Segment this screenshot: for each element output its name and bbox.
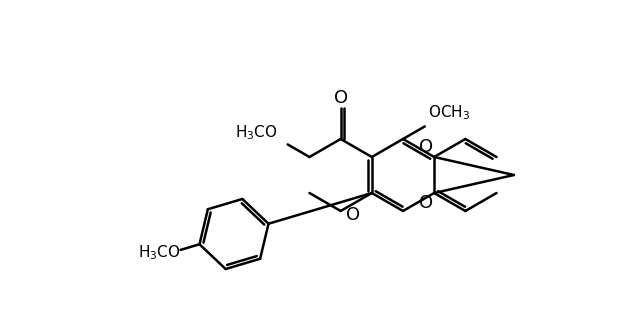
Text: O: O [419,194,433,212]
Text: O: O [333,89,348,107]
Text: O: O [346,206,360,224]
Text: O: O [419,138,433,156]
Text: H$_3$CO: H$_3$CO [235,123,278,142]
Text: OCH$_3$: OCH$_3$ [428,103,470,122]
Text: H$_3$CO: H$_3$CO [138,244,180,262]
